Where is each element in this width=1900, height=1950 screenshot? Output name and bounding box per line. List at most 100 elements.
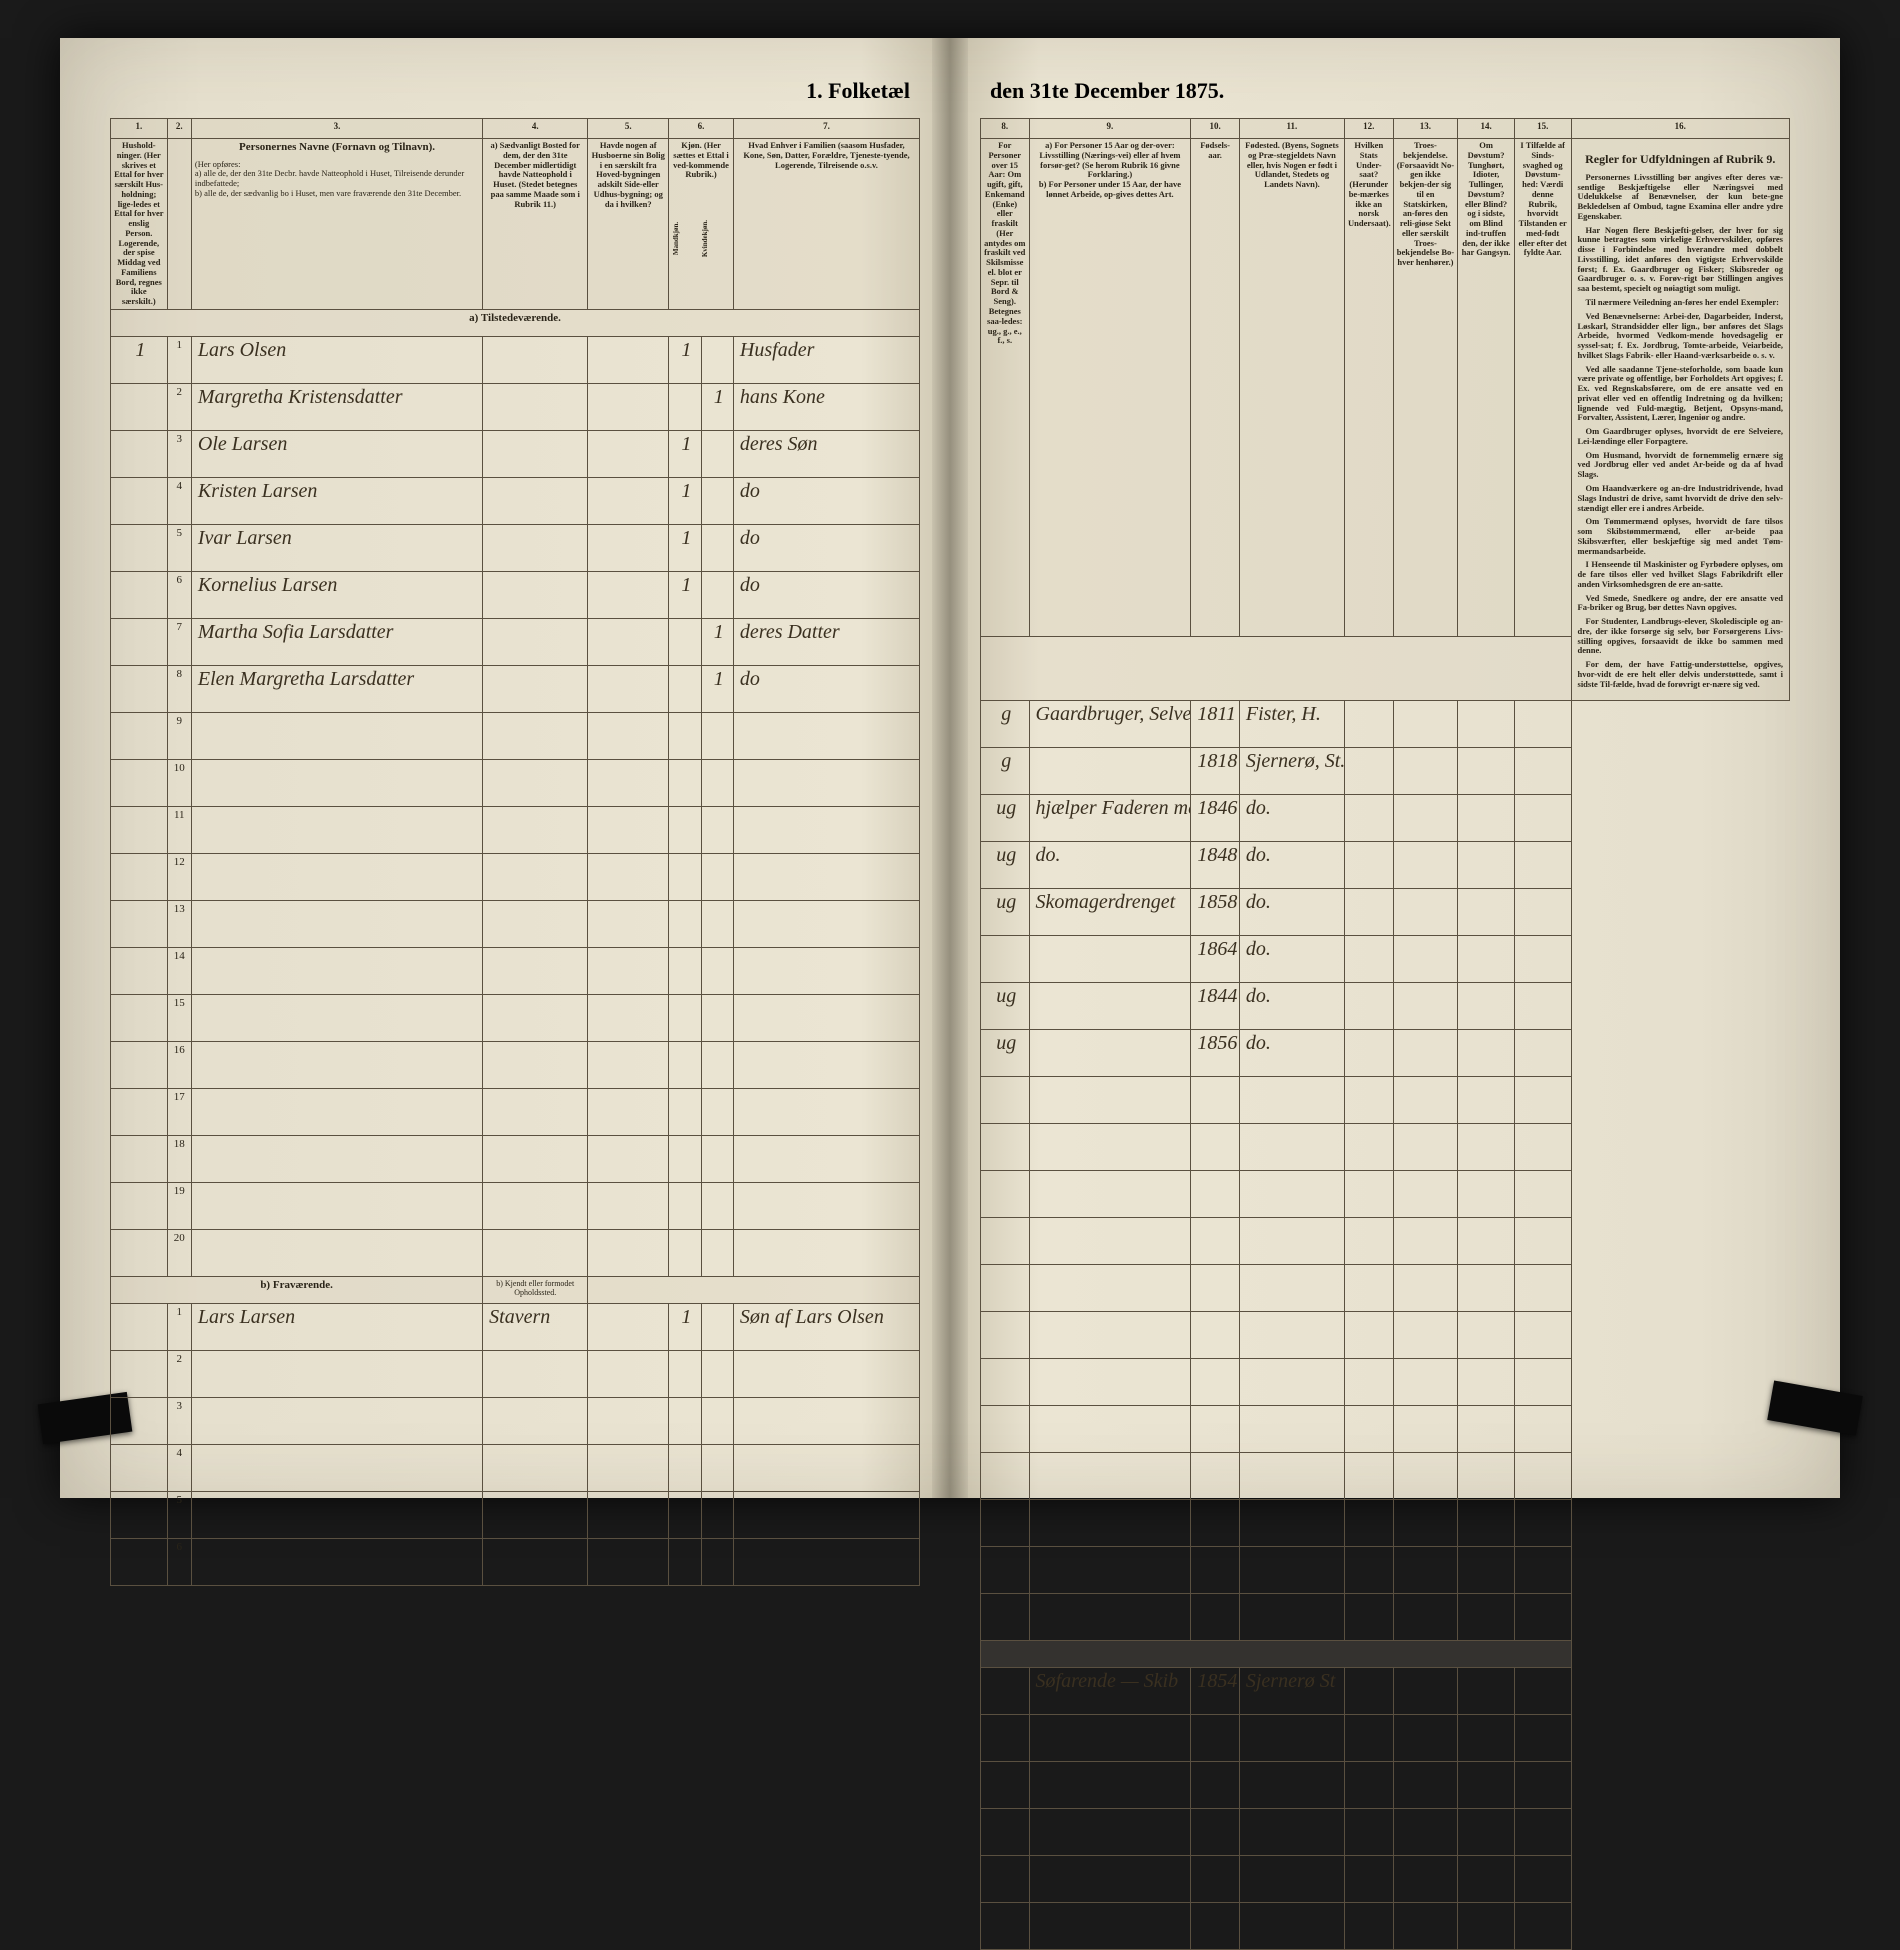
rules-paragraph: Har Nogen flere Beskjæfti-gelser, der hv… — [1578, 226, 1783, 294]
colnum-2: 2. — [167, 119, 191, 139]
rules-paragraph: Ved alle saadanne Tjene-steforholde, som… — [1578, 365, 1783, 424]
section-b-col4: b) Kjendt eller formodet Opholdssted. — [483, 1277, 588, 1304]
table-row — [981, 1123, 1790, 1170]
table-row: 11Lars Olsen1Husfader — [111, 337, 920, 384]
colnum-16: 16. — [1571, 119, 1789, 139]
colnum-11: 11. — [1239, 119, 1344, 139]
table-row: 18 — [111, 1136, 920, 1183]
rules-paragraph: Om Gaardbruger oplyses, hvorvidt de ere … — [1578, 427, 1783, 447]
colnum-9: 9. — [1029, 119, 1191, 139]
header-c15: I Tilfælde af Sinds-svaghed og Døvstum-h… — [1514, 139, 1571, 637]
table-row: ug1844do. — [981, 982, 1790, 1029]
table-row: 4Kristen Larsen1do — [111, 478, 920, 525]
table-row — [981, 1217, 1790, 1264]
census-table-right: 8. 9. 10. 11. 12. 13. 14. 15. 16. For Pe… — [980, 118, 1790, 1950]
colnum-6: 6. — [669, 119, 734, 139]
table-row: 12 — [111, 854, 920, 901]
colnum-1: 1. — [111, 119, 168, 139]
header-c5: Havde nogen af Husboerne sin Bolig i en … — [588, 139, 669, 310]
colnum-13: 13. — [1393, 119, 1458, 139]
table-row — [981, 1452, 1790, 1499]
rules-paragraph: Om Tømmermænd oplyses, hvorvidt de fare … — [1578, 517, 1783, 556]
table-row: 11 — [111, 807, 920, 854]
table-row: ughjælper Faderen med Gaard1846do. — [981, 794, 1790, 841]
table-row — [981, 1405, 1790, 1452]
colnum-4: 4. — [483, 119, 588, 139]
rules-paragraph: Ved Benævnelserne: Arbei-der, Dagarbeide… — [1578, 312, 1783, 361]
table-row: 3Ole Larsen1deres Søn — [111, 431, 920, 478]
header-c9: a) For Personer 15 Aar og der-over: Livs… — [1029, 139, 1191, 637]
table-row: 5 — [111, 1492, 920, 1539]
rules-paragraph: Til nærmere Veiledning an-føres her ende… — [1578, 298, 1783, 308]
section-a-label: a) Tilstedeværende. — [111, 310, 920, 337]
table-row: ugdo.1848do. — [981, 841, 1790, 888]
page-title-left: 1. Folketæl — [110, 78, 920, 104]
table-row: 1864do. — [981, 935, 1790, 982]
table-row: 5Ivar Larsen1do — [111, 525, 920, 572]
table-row — [981, 1546, 1790, 1593]
header-c10: Fødsels-aar. — [1191, 139, 1240, 637]
table-row — [981, 1855, 1790, 1902]
colnum-8: 8. — [981, 119, 1030, 139]
colnum-15: 15. — [1514, 119, 1571, 139]
table-row — [981, 1358, 1790, 1405]
table-row: 4 — [111, 1445, 920, 1492]
header-c11: Fødested. (Byens, Sognets og Præ-stegjel… — [1239, 139, 1344, 637]
table-row — [981, 1076, 1790, 1123]
table-row: 13 — [111, 901, 920, 948]
rules-paragraph: Personernes Livsstilling bør angives eft… — [1578, 173, 1783, 222]
table-row: gGaardbruger, Selveier1811Fister, H. — [981, 700, 1790, 747]
header-c4: a) Sædvanligt Bosted for dem, der den 31… — [483, 139, 588, 310]
table-row: 6Kornelius Larsen1do — [111, 572, 920, 619]
table-row: 3 — [111, 1398, 920, 1445]
rules-paragraph: For dem, der have Fattig-understøttelse,… — [1578, 660, 1783, 689]
header-c14: Om Døvstum? Tunghørt, Idioter, Tullinger… — [1458, 139, 1515, 637]
table-row: g1818Sjernerø, St. — [981, 747, 1790, 794]
header-c3: Personernes Navne (Fornavn og Tilnavn). … — [191, 139, 482, 310]
table-row — [981, 1264, 1790, 1311]
table-row: 17 — [111, 1089, 920, 1136]
header-c2 — [167, 139, 191, 310]
table-row: 8Elen Margretha Larsdatter1do — [111, 666, 920, 713]
table-row — [981, 1593, 1790, 1640]
table-row — [981, 1808, 1790, 1855]
table-row: 15 — [111, 995, 920, 1042]
table-row — [981, 1311, 1790, 1358]
table-row — [981, 1761, 1790, 1808]
colnum-10: 10. — [1191, 119, 1240, 139]
table-row: 19 — [111, 1183, 920, 1230]
table-row — [981, 1170, 1790, 1217]
table-row — [981, 1499, 1790, 1546]
header-c6: Kjøn. (Her sættes et Ettal i ved-kommend… — [669, 139, 734, 310]
header-c7: Hvad Enhver i Familien (saasom Husfader,… — [733, 139, 919, 310]
rules-paragraph: Om Husmand, hvorvidt de fornemmelig ernæ… — [1578, 451, 1783, 480]
table-row — [981, 1902, 1790, 1949]
table-row: 2 — [111, 1351, 920, 1398]
colnum-14: 14. — [1458, 119, 1515, 139]
page-title-right: den 31te December 1875. — [980, 78, 1790, 104]
colnum-3: 3. — [191, 119, 482, 139]
colnum-5: 5. — [588, 119, 669, 139]
section-b-label: b) Fraværende. — [111, 1277, 483, 1304]
rules-paragraph: Om Haandværkere og an-dre Industridriven… — [1578, 484, 1783, 513]
rules-paragraph: I Henseende til Maskinister og Fyrbødere… — [1578, 560, 1783, 589]
table-row: Søfarende — Skib1854Sjernerø St — [981, 1667, 1790, 1714]
table-row: ug1856do. — [981, 1029, 1790, 1076]
table-row: ugSkomagerdrenget1858do. — [981, 888, 1790, 935]
table-row — [981, 1714, 1790, 1761]
table-row: 20 — [111, 1230, 920, 1277]
colnum-7: 7. — [733, 119, 919, 139]
colnum-12: 12. — [1345, 119, 1394, 139]
table-row: 14 — [111, 948, 920, 995]
header-c1: Hushold-ninger. (Her skrives et Ettal fo… — [111, 139, 168, 310]
header-c13: Troes-bekjendelse. (Forsaavidt No-gen ik… — [1393, 139, 1458, 637]
table-row: 16 — [111, 1042, 920, 1089]
table-row: 7Martha Sofia Larsdatter1deres Datter — [111, 619, 920, 666]
table-row: 9 — [111, 713, 920, 760]
table-row: 6 — [111, 1539, 920, 1586]
table-row: 10 — [111, 760, 920, 807]
header-c8: For Personer over 15 Aar: Om ugift, gift… — [981, 139, 1030, 637]
census-table-left: 1. 2. 3. 4. 5. 6. 7. Hushold-ninger. (He… — [110, 118, 920, 1586]
header-c12: Hvilken Stats Under-saat? (Herunder be-m… — [1345, 139, 1394, 637]
header-c16: Regler for Udfyldningen af Rubrik 9. Per… — [1571, 139, 1789, 701]
